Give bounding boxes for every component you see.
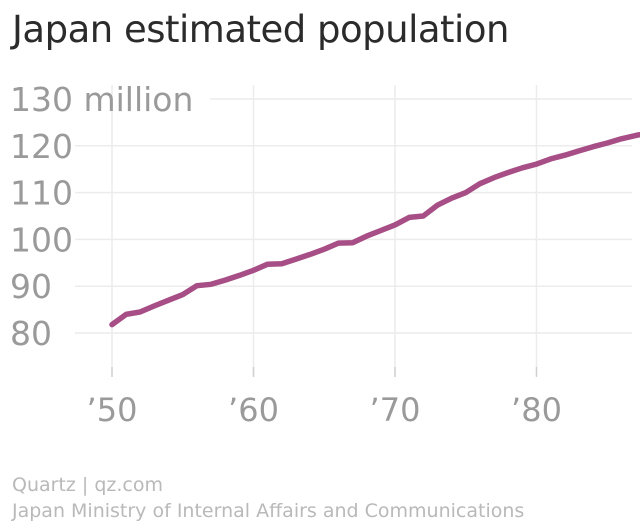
- y-axis-ticks: 80 90 100 110 120 130 million: [10, 80, 193, 353]
- y-tick-label: 100: [10, 220, 73, 259]
- chart-title: Japan estimated population: [12, 8, 509, 51]
- y-tick-label: 120: [10, 127, 73, 166]
- x-axis-ticks: ’50’60’70’80’90’00’10: [87, 391, 562, 429]
- source-text: Japan Ministry of Internal Affairs and C…: [12, 500, 525, 522]
- y-tick-label: 80: [10, 314, 52, 353]
- chart-grid: [75, 85, 632, 377]
- y-tick-label: 110: [10, 174, 73, 213]
- y-tick-label: 90: [10, 267, 52, 306]
- credit-text: Quartz | qz.com: [12, 474, 164, 496]
- x-tick-label: ’50: [87, 391, 138, 429]
- x-tick-label: ’70: [370, 391, 421, 429]
- x-tick-label: ’60: [228, 391, 279, 429]
- population-line: [109, 131, 640, 328]
- series-layer: [109, 131, 640, 328]
- y-tick-label: 130 million: [10, 80, 193, 119]
- x-tick-label: ’80: [511, 391, 562, 429]
